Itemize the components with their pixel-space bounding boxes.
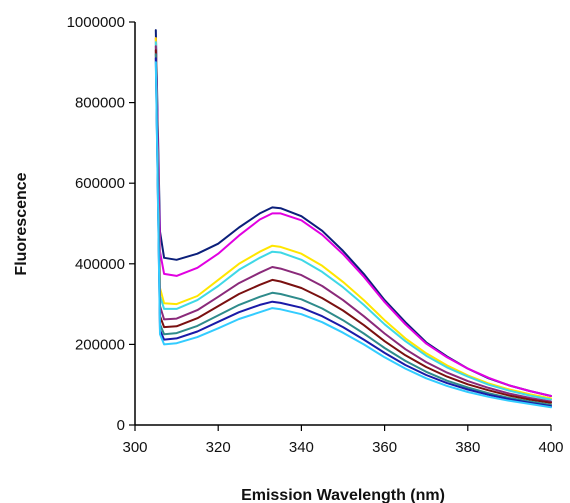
plot-background — [135, 22, 551, 425]
ticks-layer: 300 320 340 360 380 400 0 200000 400000 600000 800… — [67, 14, 564, 456]
y-tick-label: 1000000 — [67, 14, 125, 31]
plot-area — [135, 22, 551, 425]
series-layer — [154, 29, 552, 409]
series-line-8 — [154, 57, 552, 408]
x-tick-label: 360 — [372, 439, 397, 456]
y-tick-label: 600000 — [75, 175, 125, 192]
y-tick-label: 400000 — [75, 256, 125, 273]
series-line-6 — [154, 49, 552, 404]
y-tick-label: 800000 — [75, 95, 125, 112]
series-line-9 — [154, 61, 552, 409]
axes-layer — [134, 22, 551, 426]
series-line-4 — [154, 41, 552, 401]
series-line-2 — [154, 37, 552, 397]
y-axis-title: Fluorescence — [13, 172, 30, 275]
series-line-5 — [154, 45, 552, 403]
x-tick-label: 380 — [455, 439, 480, 456]
x-tick-label: 400 — [538, 439, 563, 456]
x-tick-label: 340 — [289, 439, 314, 456]
x-axis-title: Emission Wavelength (nm) — [241, 487, 445, 503]
series-line-3 — [154, 37, 552, 400]
y-tick-label: 0 — [117, 417, 125, 434]
x-tick-label: 300 — [122, 439, 147, 456]
x-tick-label: 320 — [206, 439, 231, 456]
y-tick-label: 200000 — [75, 336, 125, 353]
series-line-7 — [154, 53, 552, 406]
